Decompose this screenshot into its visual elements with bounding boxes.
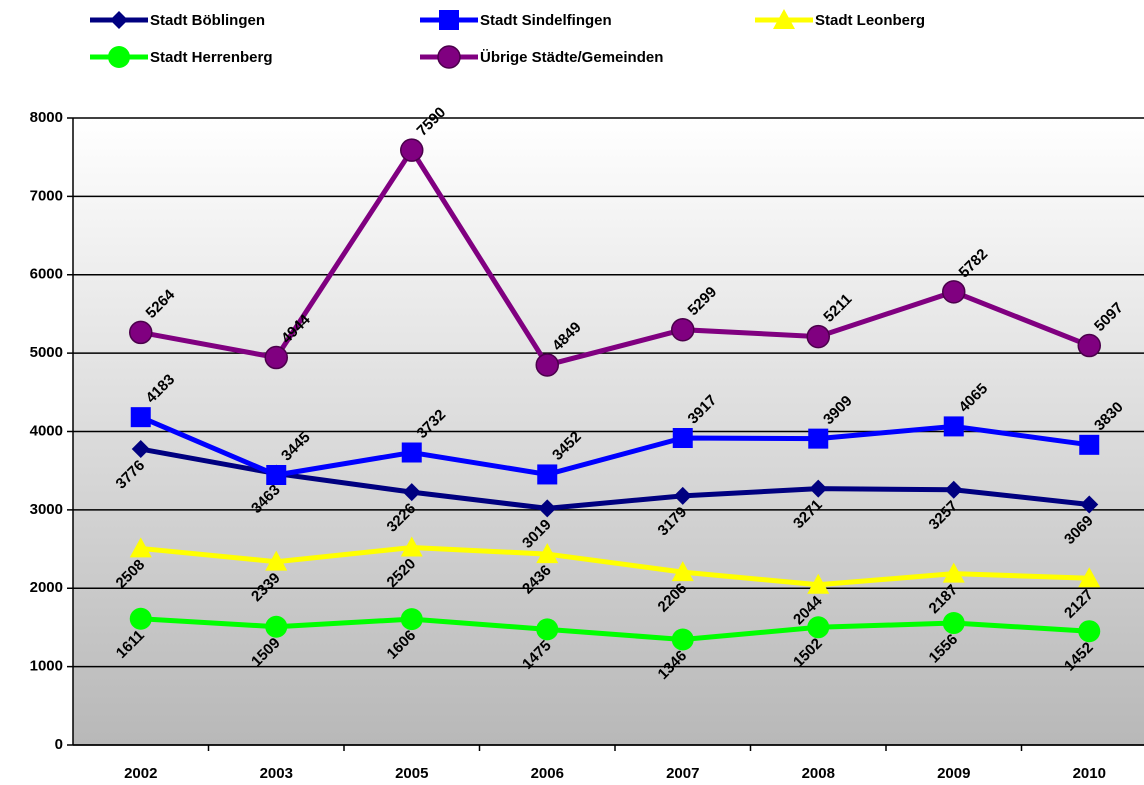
marker: [671, 628, 694, 651]
marker: [400, 138, 424, 162]
marker: [672, 428, 693, 449]
y-tick-label: 8000: [30, 109, 63, 126]
marker: [129, 607, 152, 630]
marker: [129, 537, 152, 558]
marker: [265, 550, 288, 571]
marker: [401, 442, 422, 463]
marker: [264, 345, 288, 370]
y-tick-label: 1000: [30, 658, 63, 675]
marker: [671, 317, 695, 342]
marker: [1079, 434, 1100, 455]
series-line: [140, 616, 1090, 643]
marker: [266, 464, 287, 485]
x-tick-label: 2009: [937, 765, 970, 782]
marker: [944, 480, 963, 499]
marker: [671, 561, 694, 582]
y-tick-label: 4000: [30, 422, 63, 439]
y-tick-label: 5000: [30, 344, 63, 361]
marker: [806, 324, 830, 349]
legend-label: Stadt Leonberg: [815, 12, 925, 29]
marker: [265, 615, 288, 638]
marker: [1077, 333, 1101, 358]
marker: [439, 10, 459, 30]
marker: [400, 536, 423, 557]
x-tick-label: 2008: [802, 765, 835, 782]
x-tick-label: 2007: [666, 765, 699, 782]
y-tick-label: 3000: [30, 501, 63, 518]
marker: [130, 407, 151, 428]
x-tick-label: 2002: [124, 765, 157, 782]
y-tick-label: 7000: [30, 187, 63, 204]
series-line: [140, 544, 1090, 588]
x-tick-label: 2003: [260, 765, 293, 782]
marker: [942, 562, 965, 583]
marker: [537, 464, 558, 485]
y-tick-label: 2000: [30, 579, 63, 596]
series-line: [139, 414, 1090, 478]
legend-label: Stadt Böblingen: [150, 12, 265, 29]
x-tick-label: 2006: [531, 765, 564, 782]
marker: [808, 428, 829, 449]
legend-label: Stadt Sindelfingen: [480, 12, 612, 29]
marker: [807, 616, 830, 639]
marker: [108, 46, 130, 68]
x-tick-label: 2005: [395, 765, 428, 782]
marker: [807, 573, 830, 594]
marker: [129, 320, 153, 345]
x-tick-label: 2010: [1073, 765, 1106, 782]
marker: [402, 483, 421, 502]
y-tick-label: 0: [55, 736, 63, 753]
marker: [1078, 620, 1101, 643]
legend-label: Stadt Herrenberg: [150, 49, 273, 66]
marker: [673, 486, 692, 505]
marker: [110, 11, 128, 29]
marker: [1078, 567, 1101, 588]
y-tick-label: 6000: [30, 266, 63, 283]
marker: [536, 543, 559, 564]
marker: [538, 499, 557, 518]
marker: [536, 618, 559, 641]
marker: [535, 353, 559, 377]
marker: [400, 608, 423, 631]
marker: [773, 9, 795, 29]
marker: [437, 45, 461, 69]
marker: [943, 416, 964, 437]
marker: [809, 479, 828, 498]
series-line: [140, 145, 1091, 368]
legend-label: Übrige Städte/Gemeinden: [480, 49, 663, 66]
marker: [131, 440, 150, 459]
marker: [942, 612, 965, 635]
marker: [942, 280, 966, 304]
marker: [1080, 495, 1099, 514]
series-line: [140, 446, 1090, 511]
